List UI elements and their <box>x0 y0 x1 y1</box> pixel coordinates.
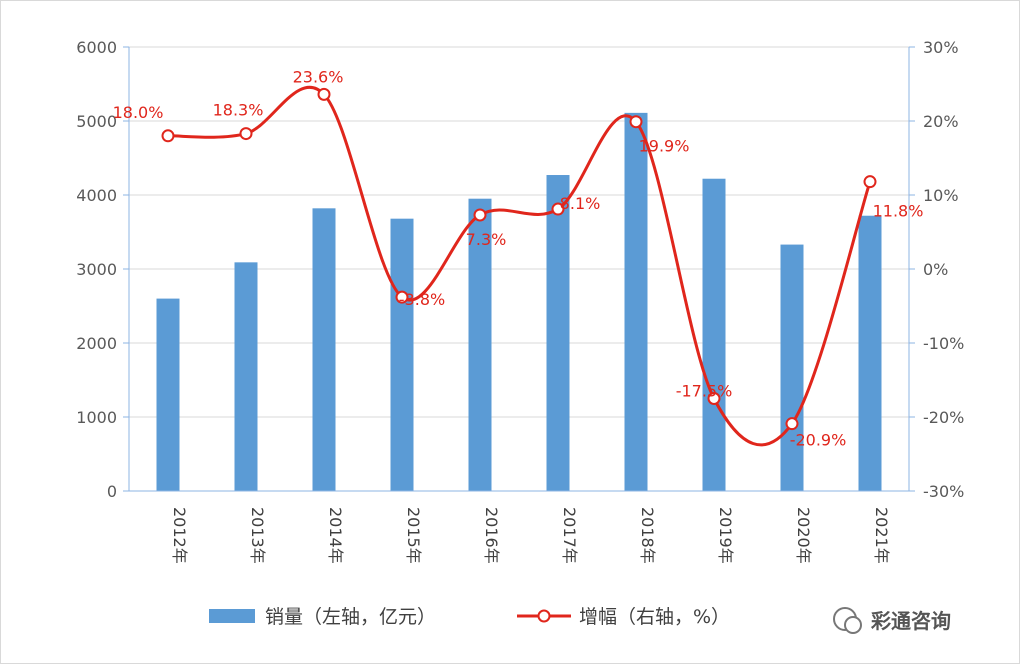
legend: 销量（左轴，亿元） 增幅（右轴，%） <box>209 606 730 628</box>
left-axis-tick-label: 4000 <box>76 186 117 205</box>
right-axis-tick-label: 0% <box>923 260 948 279</box>
bar <box>156 298 180 491</box>
growth-point <box>239 127 253 141</box>
bar <box>234 262 258 491</box>
growth-point <box>785 417 799 431</box>
right-axis-tick-label: 10% <box>923 186 959 205</box>
legend-label-line: 增幅（右轴，%） <box>579 606 730 628</box>
x-axis-tick-label: 2018年 <box>638 507 657 564</box>
legend-swatch-marker <box>537 609 551 623</box>
right-axis-tick-label: 20% <box>923 112 959 131</box>
x-axis-tick-label: 2019年 <box>716 507 735 564</box>
right-axis-tick-label: -20% <box>923 408 964 427</box>
axes: 0100020003000400050006000-30%-20%-10%0%1… <box>76 38 964 564</box>
x-axis-tick-label: 2020年 <box>794 507 813 564</box>
bar <box>780 244 804 491</box>
bar <box>702 178 726 491</box>
x-axis-tick-label: 2014年 <box>326 507 345 564</box>
x-axis-tick-label: 2016年 <box>482 507 501 564</box>
left-axis-tick-label: 1000 <box>76 408 117 427</box>
right-axis-tick-label: -10% <box>923 334 964 353</box>
x-axis-tick-label: 2012年 <box>170 507 189 564</box>
data-label: 23.6% <box>293 67 344 86</box>
bar <box>468 198 492 491</box>
left-axis-tick-label: 2000 <box>76 334 117 353</box>
growth-point <box>473 208 487 222</box>
bar <box>312 208 336 491</box>
wechat-icon-bubble <box>844 616 862 634</box>
growth-point <box>629 115 643 129</box>
x-axis-tick-label: 2013年 <box>248 507 267 564</box>
x-axis-tick-label: 2015年 <box>404 507 423 564</box>
data-label: 18.3% <box>213 101 264 120</box>
right-axis-tick-label: 30% <box>923 38 959 57</box>
growth-point <box>317 87 331 101</box>
bar <box>858 215 882 491</box>
legend-swatch-bar <box>209 609 255 623</box>
data-label: -17.5% <box>676 382 733 401</box>
left-axis-tick-label: 0 <box>107 482 117 501</box>
data-label: 8.1% <box>560 194 601 213</box>
line-series <box>161 85 877 447</box>
growth-point <box>863 175 877 189</box>
data-labels: 18.0% 18.3% 23.6% -3.8% 7.3% 8.1% 19.9% -17.5% -… <box>113 67 924 449</box>
data-label: 7.3% <box>466 230 507 249</box>
growth-point <box>551 202 565 216</box>
watermark-text: 彩通咨询 <box>870 609 951 633</box>
legend-label-bar: 销量（左轴，亿元） <box>265 606 436 628</box>
growth-point <box>395 290 409 304</box>
left-axis-tick-label: 3000 <box>76 260 117 279</box>
data-label: -20.9% <box>790 431 847 450</box>
right-axis-tick-label: -30% <box>923 482 964 501</box>
data-label: -3.8% <box>399 290 445 309</box>
growth-point <box>161 129 175 143</box>
data-label: 18.0% <box>113 103 164 122</box>
watermark: 彩通咨询 <box>833 607 951 634</box>
growth-line <box>167 85 872 447</box>
left-axis-tick-label: 5000 <box>76 112 117 131</box>
bar-series <box>156 112 882 492</box>
growth-point <box>707 392 721 405</box>
bar <box>390 218 414 491</box>
x-axis-tick-label: 2021年 <box>872 507 891 564</box>
bar <box>546 175 570 491</box>
data-label: 11.8% <box>873 202 924 221</box>
bar <box>624 112 648 492</box>
gridlines <box>129 46 909 418</box>
x-axis-tick-label: 2017年 <box>560 507 579 564</box>
data-label: 19.9% <box>639 137 690 156</box>
left-axis-tick-label: 6000 <box>76 38 117 57</box>
